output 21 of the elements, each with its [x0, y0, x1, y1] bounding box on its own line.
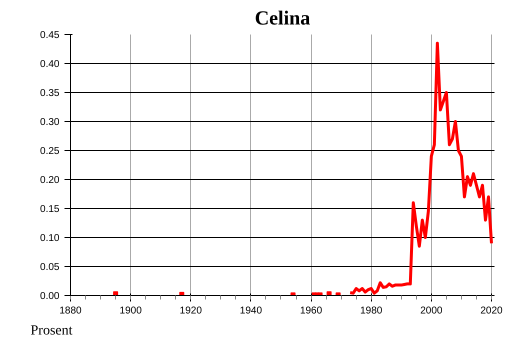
- x-tick-label: 1980: [360, 306, 383, 316]
- x-tick-label: 1940: [240, 306, 262, 316]
- x-tick-label: 2000: [420, 306, 443, 316]
- y-tick-label: 0.35: [40, 88, 60, 99]
- x-tick-label: 1960: [300, 306, 323, 316]
- line-series: [348, 42, 493, 295]
- y-tick-label: 0.00: [40, 291, 60, 302]
- y-tick-label: 0.25: [40, 146, 60, 157]
- x-tick-label: 1900: [120, 306, 142, 316]
- y-tick-label: 0.45: [40, 30, 60, 41]
- y-tick-label: 0.10: [40, 233, 60, 244]
- y-tick-label: 0.40: [40, 59, 60, 70]
- chart-title: Celina: [254, 8, 310, 30]
- y-tick-label: 0.30: [40, 117, 60, 128]
- y-tick-label: 0.05: [40, 262, 60, 273]
- x-tick-label: 1920: [180, 306, 202, 316]
- x-tick-label: 2020: [480, 306, 504, 316]
- x-tick-label: 1880: [59, 306, 82, 316]
- y-tick-label: 0.15: [40, 204, 60, 215]
- y-tick-label: 0.20: [40, 175, 60, 186]
- text: Prosent: [30, 324, 73, 338]
